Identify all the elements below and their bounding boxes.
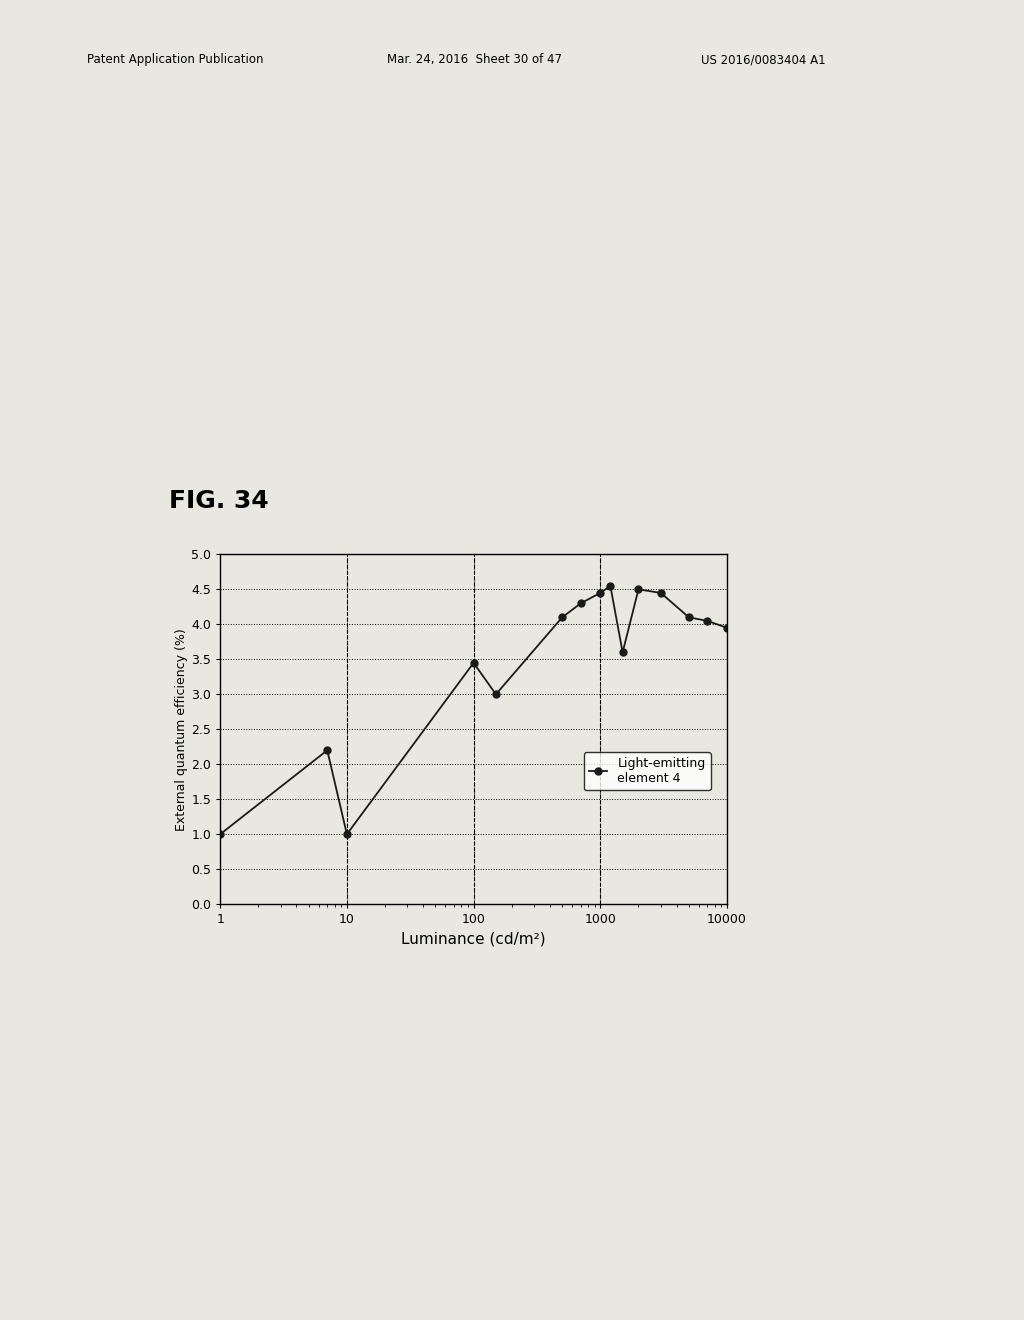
Text: FIG. 34: FIG. 34 [169,490,268,513]
Text: Patent Application Publication: Patent Application Publication [87,53,263,66]
Text: US 2016/0083404 A1: US 2016/0083404 A1 [701,53,826,66]
X-axis label: Luminance (cd/m²): Luminance (cd/m²) [401,932,546,946]
Y-axis label: External quantum efficiency (%): External quantum efficiency (%) [175,628,188,830]
Text: Mar. 24, 2016  Sheet 30 of 47: Mar. 24, 2016 Sheet 30 of 47 [387,53,562,66]
Legend: Light-emitting
element 4: Light-emitting element 4 [584,752,711,791]
